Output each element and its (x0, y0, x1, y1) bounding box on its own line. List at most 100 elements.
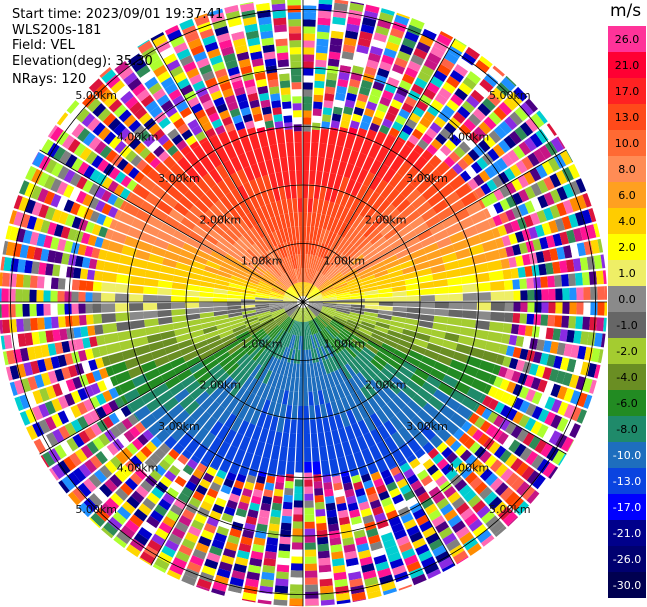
ray-gate (305, 283, 312, 297)
ray-gate (364, 308, 379, 314)
field-label: Field: VEL (12, 38, 75, 53)
ray-gate (255, 305, 270, 310)
noise-gate (97, 107, 112, 122)
noise-gate (375, 561, 390, 572)
noise-gate (77, 416, 89, 430)
ray-gate (172, 321, 188, 330)
noise-gate (489, 459, 503, 473)
ray-gate (335, 384, 346, 399)
noise-gate (189, 555, 205, 567)
ray-gate (303, 170, 309, 185)
ray-gate (228, 207, 242, 222)
noise-gate (515, 335, 525, 347)
noise-gate (419, 116, 432, 129)
ray-gate (313, 184, 321, 200)
noise-gate (411, 573, 427, 586)
noise-gate (192, 490, 205, 502)
noise-gate (439, 127, 452, 140)
ray-gate (123, 202, 140, 217)
noise-gate (508, 91, 523, 107)
ray-gate (315, 170, 323, 186)
noise-gate (430, 46, 445, 59)
ray-gate (387, 358, 402, 371)
noise-gate (191, 519, 205, 531)
range-ring-label: 4.00km (448, 131, 490, 144)
noise-gate (499, 378, 510, 391)
ray-gate (268, 357, 278, 372)
ray-gate (261, 276, 275, 285)
noise-gate (44, 317, 52, 330)
ray-gate (491, 227, 501, 239)
noise-gate (54, 251, 64, 264)
elevation-label: Elevation(deg): 35.30 (12, 54, 153, 69)
noise-gate (364, 4, 380, 14)
noise-gate (443, 51, 459, 65)
noise-gate (517, 174, 529, 188)
noise-gate (56, 181, 69, 196)
noise-gate (401, 73, 415, 85)
noise-gate (433, 116, 447, 129)
noise-gate (363, 479, 374, 490)
ray-gate (198, 137, 208, 145)
ray-gate (333, 174, 343, 190)
ray-gate (315, 275, 326, 288)
ray-gate (277, 278, 289, 289)
noise-gate (155, 40, 171, 54)
noise-gate (555, 288, 563, 301)
noise-gate (604, 302, 607, 316)
noise-gate (437, 110, 451, 123)
noise-gate (52, 428, 65, 444)
noise-gate (570, 390, 581, 405)
noise-gate (247, 564, 262, 574)
ray-gate (296, 184, 303, 199)
ray-gate (251, 265, 264, 276)
ray-gate (459, 327, 475, 337)
noise-gate (244, 578, 259, 588)
noise-gate (446, 99, 460, 112)
noise-gate (177, 492, 191, 504)
ray-gate (301, 268, 303, 283)
noise-gate (85, 280, 94, 291)
ray-gate (306, 212, 312, 227)
ray-gate (207, 228, 222, 241)
ray-gate (93, 270, 104, 281)
noise-gate (88, 183, 100, 196)
ray-gate (335, 204, 345, 220)
noise-gate (71, 303, 79, 315)
ray-gate (246, 361, 259, 375)
ray-gate (182, 242, 198, 255)
noise-gate (363, 107, 375, 118)
ray-gate (405, 140, 416, 150)
noise-gate (273, 17, 287, 26)
ray-gate (233, 350, 247, 363)
ray-gate (378, 305, 393, 311)
ray-gate (328, 269, 341, 281)
ray-gate (306, 306, 315, 319)
noise-gate (129, 426, 141, 438)
noise-gate (137, 433, 149, 446)
noise-gate (290, 563, 303, 571)
noise-gate (539, 144, 552, 160)
noise-gate (51, 162, 64, 177)
ray-gate (349, 251, 362, 263)
ray-gate (174, 327, 190, 337)
ray-gate (219, 195, 233, 211)
ray-gate (373, 354, 388, 367)
ray-gate (130, 319, 145, 330)
noise-gate (504, 116, 518, 131)
noise-gate (173, 117, 186, 129)
noise-gate (31, 168, 44, 184)
noise-gate (344, 99, 356, 109)
noise-gate (257, 599, 272, 605)
ray-gate (208, 168, 223, 184)
noise-gate (522, 432, 535, 447)
noise-gate (166, 144, 179, 157)
ray-gate (311, 129, 320, 143)
noise-gate (541, 124, 555, 140)
ray-gate (269, 144, 280, 160)
ray-gate (201, 376, 216, 391)
noise-gate (409, 531, 424, 543)
ray-gate (127, 365, 145, 379)
ray-gate (272, 310, 286, 318)
noise-gate (281, 94, 292, 103)
